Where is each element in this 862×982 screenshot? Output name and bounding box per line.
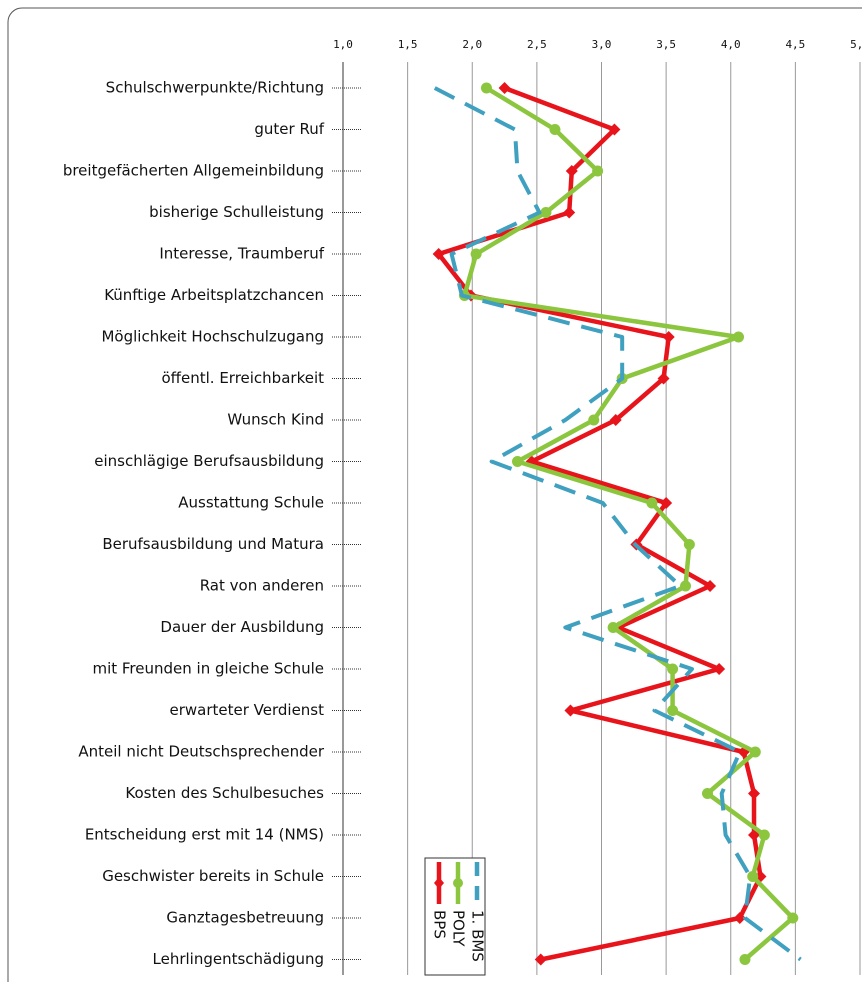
legend-marker (453, 878, 463, 888)
category-label: Möglichkeit Hochschulzugang (101, 328, 324, 346)
category-label: Kosten des Schulbesuches (125, 784, 324, 802)
marker (667, 663, 679, 675)
marker (667, 705, 679, 716)
legend-marker (434, 877, 444, 889)
x-tick-label: 3,5 (656, 38, 676, 51)
marker (733, 912, 746, 924)
marker (609, 414, 622, 426)
category-label: Künftige Arbeitsplatzchancen (104, 286, 324, 304)
marker (662, 331, 675, 343)
category-label: mit Freunden in gleiche Schule (92, 660, 324, 678)
x-tick-label: 4,0 (721, 38, 741, 51)
marker (588, 414, 600, 426)
category-label: Ausstattung Schule (178, 494, 324, 512)
category-label: Rat von anderen (200, 577, 324, 595)
legend-label: 1. BMS (469, 910, 487, 962)
marker (660, 497, 673, 509)
marker (787, 912, 799, 924)
marker (701, 788, 713, 799)
x-tick-label: 3,0 (592, 38, 612, 51)
marker (748, 787, 761, 800)
marker (747, 871, 759, 882)
x-tick-label: 2,5 (527, 38, 547, 51)
x-tick-label: 1,0 (333, 38, 353, 51)
series-line (462, 86, 796, 962)
category-label: einschlägige Berufsausbildung (94, 452, 324, 470)
category-label: Wunsch Kind (227, 411, 324, 429)
legend-box (424, 857, 486, 976)
x-tick-label: 2,0 (462, 38, 482, 51)
marker (564, 704, 577, 717)
category-label: Ganztagesbetreuung (166, 909, 324, 927)
category-label: Interesse, Traumberuf (159, 245, 324, 263)
marker (565, 165, 578, 177)
frame (7, 7, 862, 982)
category-label: öffentl. Erreichbarkeit (161, 369, 324, 387)
marker (498, 82, 511, 94)
category-label: Dauer der Ausbildung (160, 618, 324, 636)
marker (592, 165, 604, 177)
marker (470, 248, 482, 260)
marker (713, 663, 726, 675)
x-tick-label: 4,5 (785, 38, 805, 51)
category-label: Schulschwerpunkte/Richtung (106, 79, 324, 97)
series-line (436, 85, 763, 962)
legend-label: BPS (431, 910, 449, 939)
series-line (433, 86, 802, 962)
category-label: bisherige Schulleistung (149, 203, 324, 221)
category-label: erwarteter Verdienst (169, 701, 324, 719)
marker (683, 539, 695, 550)
marker (549, 124, 561, 135)
marker (758, 829, 770, 841)
category-label: breitgefächerten Allgemeinbildung (63, 162, 324, 180)
marker (607, 622, 619, 633)
marker (680, 580, 692, 592)
marker (480, 82, 492, 94)
marker (511, 456, 523, 467)
legend-label: POLY (450, 910, 468, 947)
marker (749, 746, 761, 758)
marker (608, 123, 621, 136)
marker (733, 331, 745, 343)
legend: BPS POLY 1. BMS (424, 857, 487, 976)
marker (704, 580, 717, 592)
marker (563, 206, 576, 219)
category-label: guter Ruf (254, 120, 324, 138)
x-tick-label: 5,0 (850, 38, 862, 51)
marker (739, 954, 751, 965)
category-label: Anteil nicht Deutschsprechender (78, 743, 324, 761)
marker (540, 207, 552, 218)
marker (646, 497, 658, 509)
marker (657, 372, 670, 385)
marker (534, 953, 547, 966)
marker (432, 248, 445, 260)
category-label: Geschwister bereits in Schule (102, 867, 324, 885)
category-label: Berufsausbildung und Matura (102, 535, 324, 553)
x-tick-label: 1,5 (398, 38, 418, 51)
category-label: Lehrlingentschädigung (153, 950, 324, 968)
category-label: Entscheidung erst mit 14 (NMS) (85, 826, 324, 844)
